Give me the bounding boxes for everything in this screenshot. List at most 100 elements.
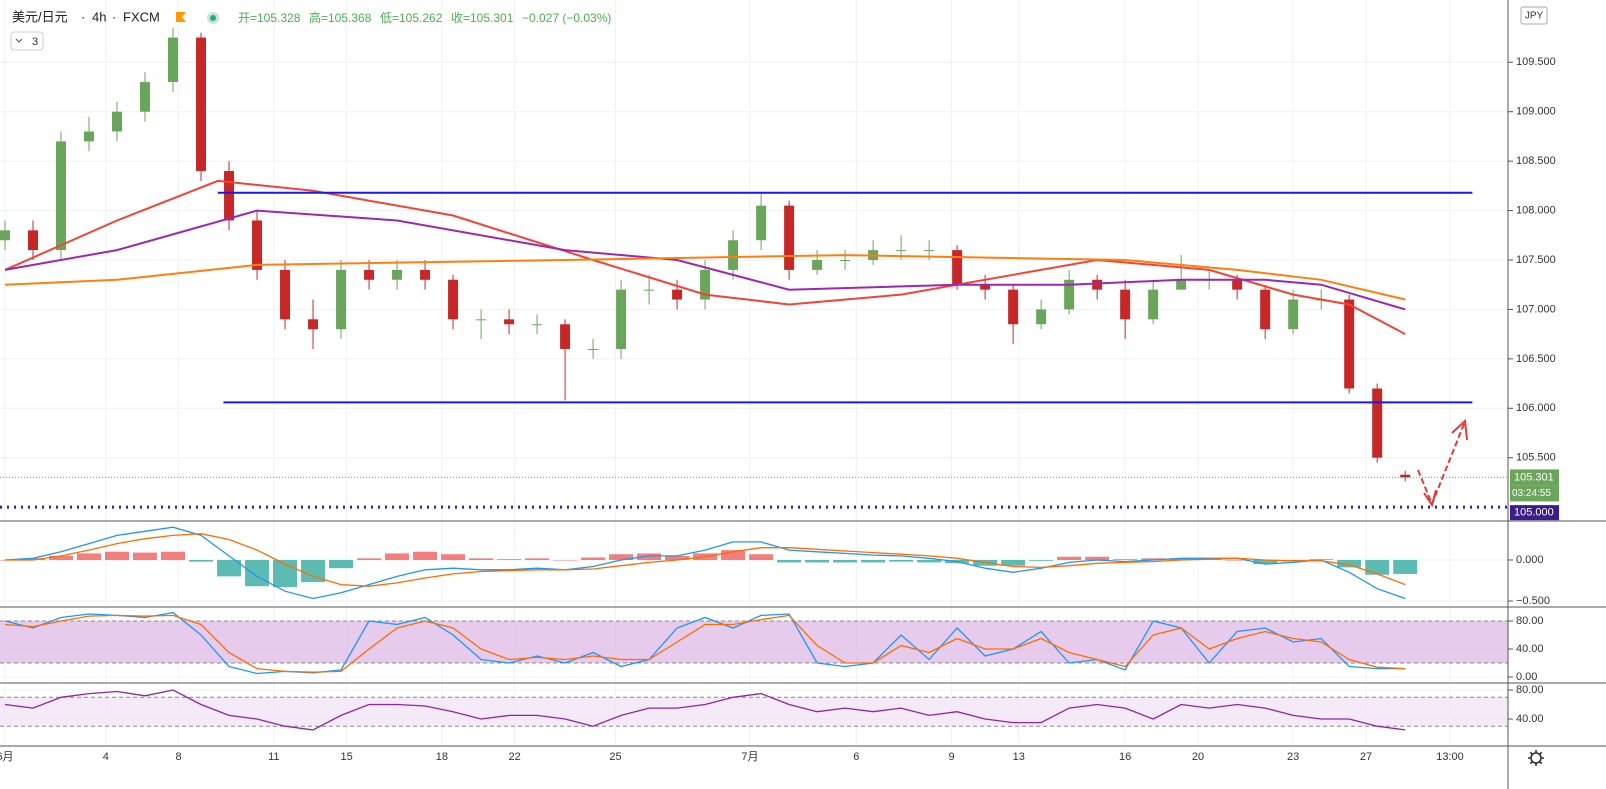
candle-body (336, 269, 347, 330)
legend-high: 高=105.368 (309, 10, 372, 25)
x-tick-label: 6 (853, 751, 859, 763)
x-tick-label: 9 (948, 751, 954, 763)
chevron-icon (15, 38, 23, 43)
plot (0, 27, 1508, 731)
candle-body (1148, 289, 1159, 320)
indicator-toggle[interactable] (10, 31, 44, 51)
histogram-bar (805, 559, 830, 563)
candle-body (28, 230, 39, 251)
level-box (1510, 505, 1559, 521)
candle-body (1008, 289, 1019, 325)
histogram-bar (609, 554, 634, 560)
countdown-label: 03:24:55 (1512, 488, 1551, 499)
histogram-bar (245, 559, 270, 587)
y-tick-label: 107.500 (1516, 254, 1556, 266)
x-tick-label: 13:00 (1436, 751, 1464, 763)
x-tick-label: 6月 (0, 751, 14, 763)
histogram-bar (721, 550, 746, 560)
histogram-bar (889, 559, 914, 562)
band (0, 621, 1508, 664)
y-tick-label: −0.500 (1516, 595, 1550, 607)
y-tick-label: 106.000 (1516, 402, 1556, 414)
series-line (4, 254, 1406, 301)
annotation-arrow (1417, 418, 1468, 508)
y-tick-label: 108.500 (1516, 155, 1556, 167)
candle-body (1344, 299, 1355, 389)
x-tick-label: 16 (1119, 751, 1131, 763)
histogram-bar (1029, 559, 1054, 561)
candle-body (616, 289, 627, 349)
candle-body (1036, 309, 1047, 325)
y-tick-label: 80.00 (1516, 615, 1544, 627)
histogram-bar (413, 551, 438, 560)
series-line (4, 526, 1406, 600)
histogram-bar (77, 553, 102, 560)
candle-body (532, 324, 543, 326)
candle-body (1400, 474, 1411, 478)
candle-body (280, 269, 291, 320)
histogram-bar (161, 551, 186, 560)
source: FXCM (123, 9, 160, 24)
last-price-label: 105.301 (1514, 471, 1554, 483)
currency: JPY (1525, 11, 1544, 22)
x-tick-label: 7月 (741, 751, 758, 763)
candle-body (1120, 289, 1131, 320)
currency-box[interactable] (1520, 6, 1548, 25)
histogram-bar (1057, 556, 1082, 560)
candle-body (252, 220, 263, 270)
last-price-box (1510, 469, 1559, 486)
flag-icon[interactable] (176, 12, 186, 22)
series-line (4, 614, 1406, 673)
histogram-bar (581, 557, 606, 560)
histogram-bar (1141, 558, 1166, 560)
histogram-bar (637, 553, 662, 560)
x-tick-label: 8 (176, 751, 182, 763)
candle-body (952, 250, 963, 285)
candle-body (980, 284, 991, 290)
legend-low: 低=105.262 (380, 11, 443, 25)
histogram-bar (833, 559, 858, 563)
candle-body (924, 250, 935, 252)
candle-body (1232, 279, 1243, 290)
candle-body (756, 205, 767, 241)
candle-body (812, 260, 823, 270)
y-tick-label: 105.500 (1516, 452, 1556, 464)
settings-icon[interactable] (1528, 750, 1544, 766)
histogram-bar (469, 558, 494, 560)
series-line (4, 209, 1406, 311)
histogram-bar (105, 551, 130, 560)
candle-body (1372, 388, 1383, 458)
candle-body (112, 111, 123, 132)
y-tick-label: 0.000 (1516, 554, 1544, 566)
histogram-bar (301, 559, 326, 583)
candle-body (0, 230, 10, 241)
separator: · (81, 9, 85, 24)
x-tick-label: 22 (509, 751, 521, 763)
histogram-bar (21, 558, 46, 560)
candle-body (392, 269, 403, 280)
histogram-bar (441, 554, 466, 560)
candle-body (84, 131, 95, 142)
candle-body (364, 269, 375, 280)
x-tick-label: 13 (1013, 751, 1025, 763)
histogram-bar (1169, 558, 1194, 560)
y-tick-label: 80.00 (1516, 684, 1544, 696)
histogram-bar (133, 552, 158, 560)
series-line (4, 179, 1406, 335)
separator: · (112, 9, 116, 24)
histogram-bar (49, 555, 74, 560)
histogram-bar (917, 559, 942, 563)
series-line (5, 533, 1406, 587)
series-line (4, 689, 1406, 731)
legend-change: −0.027 (−0.03%) (522, 11, 611, 25)
histogram-bar (1225, 559, 1250, 561)
histogram-bar (525, 558, 550, 560)
histogram-bar (777, 559, 802, 563)
histogram-bar (1001, 559, 1026, 566)
y-tick-label: 107.000 (1516, 303, 1556, 315)
indicator-count: 3 (32, 36, 38, 48)
candle-body (476, 319, 487, 321)
